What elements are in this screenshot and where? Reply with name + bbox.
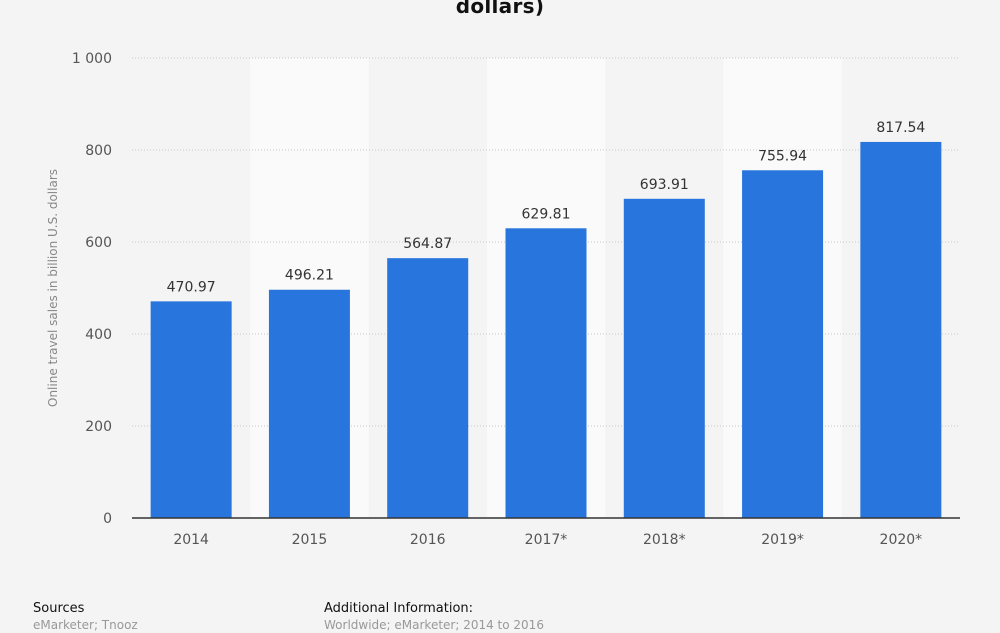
x-tick-label: 2018*: [643, 532, 686, 548]
chart-title: dollars): [455, 0, 545, 18]
x-tick-label: 2017*: [525, 532, 568, 548]
sources-section: Sources eMarketer; Tnooz: [33, 601, 138, 633]
y-tick-label: 0: [103, 511, 112, 527]
value-labels: 470.97 496.21 564.87 629.81 693.91 755.94 817.…: [167, 120, 926, 295]
bar: [623, 198, 705, 519]
x-tick-label: 2015: [292, 532, 328, 548]
x-tick-label: 2019*: [761, 532, 804, 548]
x-tick-label: 2014: [173, 532, 209, 548]
bar: [742, 170, 824, 519]
bar: [268, 289, 350, 518]
additional-info-heading: Additional Information:: [324, 601, 474, 616]
y-tick-label: 1 000: [72, 51, 112, 67]
bar: [387, 258, 469, 518]
x-tick-labels: 2014 2015 2016 2017* 2018* 2019* 2020*: [173, 532, 922, 548]
y-tick-label: 600: [85, 235, 112, 251]
bar-value-label: 496.21: [285, 268, 334, 284]
sources-text[interactable]: eMarketer; Tnooz: [33, 618, 138, 632]
y-tick-labels: 0 200 400 600 800 1 000: [72, 51, 112, 527]
y-tick-label: 200: [85, 419, 112, 435]
sources-heading: Sources: [33, 601, 85, 616]
y-tick-label: 800: [85, 143, 112, 159]
bar-value-label: 817.54: [876, 120, 925, 136]
bar-value-label: 470.97: [167, 279, 216, 295]
bar: [505, 228, 587, 518]
x-tick-label: 2016: [410, 532, 446, 548]
bar: [860, 141, 942, 519]
bar-value-label: 755.94: [758, 148, 807, 164]
bars: [150, 141, 942, 519]
bar-value-label: 629.81: [522, 206, 571, 222]
y-axis-label: Online travel sales in billion U.S. doll…: [46, 169, 60, 407]
bar-value-label: 693.91: [640, 177, 689, 193]
additional-info-section: Additional Information: Worldwide; eMark…: [324, 601, 544, 633]
x-tick-label: 2020*: [880, 532, 923, 548]
bar-value-label: 564.87: [403, 236, 452, 252]
y-tick-label: 400: [85, 327, 112, 343]
additional-info-text: Worldwide; eMarketer; 2014 to 2016: [324, 618, 544, 632]
bar: [150, 301, 232, 518]
